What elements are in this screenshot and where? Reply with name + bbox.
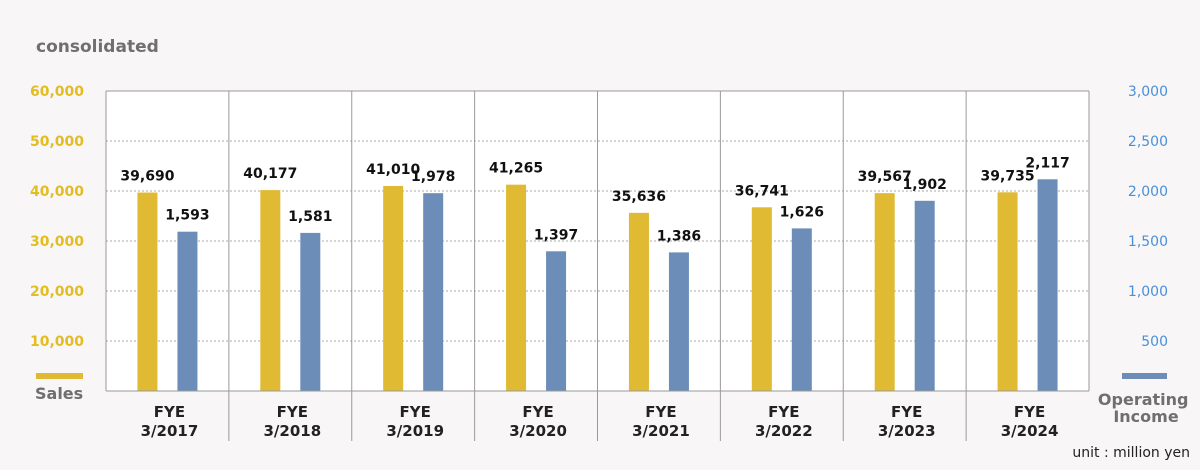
bar-sales-0	[137, 192, 158, 391]
right-tick-label-2: 1,500	[1128, 234, 1168, 250]
category-label-4: FYE 3/2021	[632, 403, 690, 440]
bar-operating-income-5	[791, 228, 812, 391]
data-label-sales-6: 39,567	[858, 169, 912, 185]
bar-sales-1	[260, 190, 281, 391]
data-label-operating-income-3: 1,397	[534, 227, 578, 243]
right-tick-label-5: 3,000	[1128, 84, 1168, 100]
data-label-operating-income-0: 1,593	[165, 208, 209, 224]
category-label-6-line-1: 3/2023	[878, 422, 936, 440]
left-tick-label-2: 30,000	[30, 234, 84, 250]
data-label-operating-income-6: 1,902	[903, 177, 947, 193]
category-label-3: FYE 3/2020	[509, 403, 567, 440]
legend-label-sales: Sales	[35, 384, 83, 403]
data-label-sales-2: 41,010	[366, 162, 420, 178]
bar-sales-3	[506, 184, 527, 391]
category-label-7-line-1: 3/2024	[1001, 422, 1059, 440]
category-label-1: FYE 3/2018	[263, 403, 321, 440]
category-label-6-line-0: FYE	[891, 403, 922, 421]
left-tick-label-3: 40,000	[30, 184, 84, 200]
data-label-sales-3: 41,265	[489, 161, 543, 177]
data-label-operating-income-5: 1,626	[780, 204, 824, 220]
category-label-6: FYE 3/2023	[878, 403, 936, 440]
category-label-4-line-1: 3/2021	[632, 422, 690, 440]
axes: 10,000 20,000 30,000 40,000 50,000 60,000 500 1…	[30, 84, 1168, 441]
category-label-0-line-0: FYE	[154, 403, 185, 421]
category-label-7: FYE 3/2024	[1001, 403, 1059, 440]
bar-operating-income-2	[423, 193, 444, 391]
bar-sales-4	[628, 212, 649, 391]
data-labels: 39,690 40,177 41,010 41,265 35,636 36,741 39,5…	[120, 155, 1069, 244]
legend-label-operating-income-line1: Operating	[1098, 390, 1189, 409]
right-tick-label-3: 2,000	[1128, 184, 1168, 200]
bar-operating-income-3	[546, 251, 567, 391]
bar-sales-5	[751, 207, 772, 391]
data-label-operating-income-1: 1,581	[288, 209, 332, 225]
data-label-operating-income-4: 1,386	[657, 228, 701, 244]
bar-operating-income-6	[914, 200, 935, 391]
data-label-sales-1: 40,177	[243, 166, 297, 182]
left-tick-label-0: 10,000	[30, 334, 84, 350]
right-tick-label-0: 500	[1141, 334, 1168, 350]
bar-sales-2	[383, 185, 404, 391]
right-tick-label-1: 1,000	[1128, 284, 1168, 300]
category-label-5: FYE 3/2022	[755, 403, 813, 440]
left-tick-label-4: 50,000	[30, 134, 84, 150]
legend-swatch-sales	[36, 373, 83, 379]
category-label-3-line-0: FYE	[522, 403, 553, 421]
left-tick-label-5: 60,000	[30, 84, 84, 100]
category-label-2-line-0: FYE	[400, 403, 431, 421]
data-label-sales-4: 35,636	[612, 189, 666, 205]
legend-swatch-operating-income	[1122, 373, 1167, 379]
category-label-5-line-0: FYE	[768, 403, 799, 421]
category-label-3-line-1: 3/2020	[509, 422, 567, 440]
data-label-operating-income-7: 2,117	[1025, 155, 1069, 171]
bar-operating-income-4	[668, 252, 689, 391]
category-label-2: FYE 3/2019	[386, 403, 444, 440]
category-label-0: FYE 3/2017	[141, 403, 199, 440]
category-label-1-line-0: FYE	[277, 403, 308, 421]
bar-operating-income-1	[300, 232, 321, 391]
right-tick-label-4: 2,500	[1128, 134, 1168, 150]
category-label-7-line-0: FYE	[1014, 403, 1045, 421]
bar-sales-6	[874, 193, 895, 391]
bar-operating-income-7	[1037, 179, 1058, 391]
left-tick-label-1: 20,000	[30, 284, 84, 300]
category-label-1-line-1: 3/2018	[263, 422, 321, 440]
data-label-operating-income-2: 1,978	[411, 169, 455, 185]
category-label-5-line-1: 3/2022	[755, 422, 813, 440]
category-label-4-line-0: FYE	[645, 403, 676, 421]
legend-label-operating-income: Operating Income	[1098, 390, 1194, 426]
legend: Sales Operating Income	[35, 373, 1194, 426]
legend-label-operating-income-line2: Income	[1113, 407, 1178, 426]
unit-note: unit : million yen	[1072, 445, 1190, 461]
category-label-2-line-1: 3/2019	[386, 422, 444, 440]
bar-operating-income-0	[177, 231, 198, 391]
data-label-sales-7: 39,735	[981, 168, 1035, 184]
category-label-0-line-1: 3/2017	[141, 422, 199, 440]
bars	[137, 179, 1058, 391]
bar-sales-7	[997, 192, 1018, 391]
chart-subtitle: consolidated	[36, 37, 159, 57]
data-label-sales-0: 39,690	[120, 169, 174, 185]
data-label-sales-5: 36,741	[735, 183, 789, 199]
